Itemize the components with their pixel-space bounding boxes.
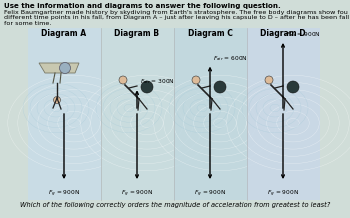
Text: $F_g$ = 900N: $F_g$ = 900N [48, 189, 80, 199]
Bar [100, 28, 174, 200]
Text: $F_{air}$ = 900N: $F_{air}$ = 900N [286, 30, 321, 39]
Circle shape [119, 76, 127, 84]
Bar [28, 28, 100, 200]
Text: $F_g$ = 900N: $F_g$ = 900N [267, 189, 299, 199]
Text: Diagram A: Diagram A [41, 29, 86, 38]
Text: Diagram C: Diagram C [188, 29, 232, 38]
Text: $F_{air}$ = 300N: $F_{air}$ = 300N [140, 77, 175, 86]
Text: Which of the following correctly orders the magnitude of acceleration from great: Which of the following correctly orders … [20, 202, 330, 208]
Circle shape [265, 76, 273, 84]
Polygon shape [39, 63, 79, 73]
Text: Diagram B: Diagram B [114, 29, 160, 38]
Text: $F_{air}$ = 600N: $F_{air}$ = 600N [213, 54, 248, 63]
Text: $F_g$ = 900N: $F_g$ = 900N [121, 189, 153, 199]
Circle shape [141, 81, 153, 93]
Text: for some time.: for some time. [4, 21, 51, 26]
Text: Use the information and diagrams to answer the following question.: Use the information and diagrams to answ… [4, 3, 281, 9]
Text: different time points in his fall, from Diagram A – just after leaving his capsu: different time points in his fall, from … [4, 15, 349, 20]
Circle shape [192, 76, 200, 84]
Circle shape [54, 97, 61, 104]
Bar [246, 28, 320, 200]
Bar [174, 28, 246, 200]
Text: $F_g$ = 900N: $F_g$ = 900N [194, 189, 226, 199]
Circle shape [60, 63, 70, 73]
Circle shape [287, 81, 299, 93]
Circle shape [214, 81, 226, 93]
Text: Felix Baumgartner made history by skydiving from Earth's stratosphere. The free : Felix Baumgartner made history by skydiv… [4, 10, 348, 15]
Text: Diagram D: Diagram D [260, 29, 306, 38]
